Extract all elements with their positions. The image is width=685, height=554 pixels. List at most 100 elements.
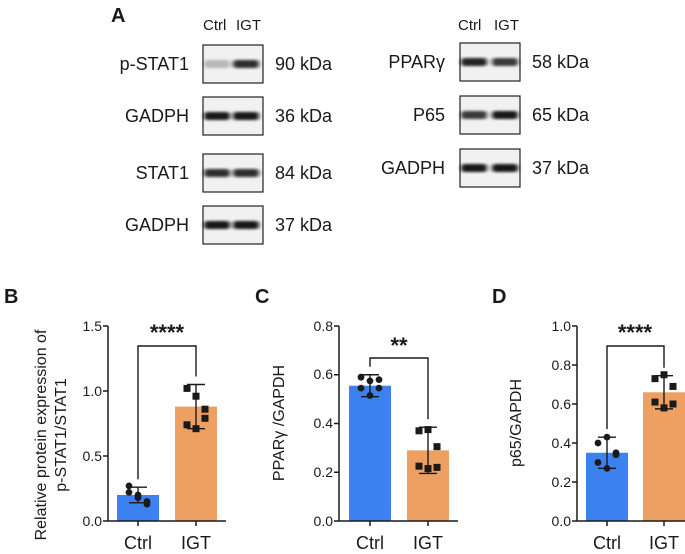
right-lane-label-igt: IGT	[494, 17, 519, 34]
right-blot-band	[492, 111, 518, 119]
left-blot-row: p-STAT1 90 kDa	[120, 44, 333, 84]
right-blot-size-label: 37 kDa	[532, 158, 590, 178]
panel-d-label: D	[492, 286, 506, 308]
left-lane-label-ctrl: Ctrl	[203, 17, 226, 34]
right-blot-band	[461, 111, 487, 119]
chart-d-point-ctrl	[594, 439, 602, 447]
blots-right-column: PPARγ 58 kDa P65 65 kDa GADPH 37 kDa	[381, 42, 590, 188]
chart-b-point-igt	[201, 405, 209, 413]
left-blot-row: GADPH 36 kDa	[125, 96, 333, 136]
right-blot-row: GADPH 37 kDa	[381, 148, 590, 188]
chart-d-ytick-label: 0.0	[552, 513, 572, 529]
chart-c-ytick-label: 0.2	[314, 464, 334, 480]
panel-c-label: C	[255, 286, 269, 308]
panel-a-label: A	[111, 5, 125, 27]
chart-d-bar-igt	[643, 392, 685, 521]
chart-b-significance-bracket	[137, 345, 197, 480]
chart-d-point-ctrl	[603, 464, 611, 472]
left-blot-band	[233, 169, 259, 177]
chart-c-point-ctrl	[357, 373, 365, 381]
right-blot-band	[492, 164, 518, 172]
right-blot-size-label: 65 kDa	[532, 105, 590, 125]
left-blot-size-label: 37 kDa	[275, 215, 333, 235]
chart-c-point-igt	[415, 427, 423, 435]
left-blot-protein-label: GADPH	[125, 106, 189, 126]
chart-d-point-igt	[651, 375, 659, 383]
left-blot-band	[204, 60, 230, 68]
left-blot-row: STAT1 84 kDa	[136, 153, 333, 193]
chart-c-ytick-label: 0.6	[314, 366, 334, 382]
chart-b-point-igt	[201, 414, 209, 422]
panel-b-label: B	[4, 286, 18, 308]
chart-b-ytick-label: 1.5	[83, 318, 103, 334]
chart-b-significance: ****	[150, 320, 185, 345]
chart-c-point-igt	[415, 462, 423, 470]
chart-d-xtick-ctrl: Ctrl	[593, 533, 621, 553]
chart-c-bar-ctrl	[349, 385, 391, 521]
chart-d-ytick-label: 0.2	[552, 474, 572, 490]
left-blot-band	[233, 60, 259, 68]
chart-b-xtick-ctrl: Ctrl	[124, 533, 152, 553]
chart-b-ytick-label: 0.5	[83, 448, 103, 464]
chart-b-point-igt	[183, 421, 191, 429]
chart-b-point-ctrl	[125, 489, 133, 496]
left-blot-band	[204, 169, 230, 177]
chart-b-ylabel-line-1: Relative protein expression of	[33, 329, 50, 540]
right-blot-band	[461, 58, 487, 66]
left-blot-protein-label: STAT1	[136, 163, 189, 183]
left-blot-band	[204, 221, 230, 229]
left-blot-row: GADPH 37 kDa	[125, 205, 333, 245]
left-blot-protein-label: p-STAT1	[120, 54, 189, 74]
chart-c-point-igt	[433, 443, 441, 451]
chart-b-point-igt	[192, 392, 200, 400]
chart-c-significance: **	[390, 333, 408, 358]
right-lane-label-ctrl: Ctrl	[458, 17, 481, 34]
chart-c-point-ctrl	[375, 384, 383, 392]
chart-c-point-igt	[424, 426, 432, 434]
left-blot-band	[233, 221, 259, 229]
chart-c-point-ctrl	[375, 376, 383, 384]
panel-a-western-blots: A Ctrl IGT Ctrl IGT p-STAT1 90 kDa GADPH 36…	[111, 5, 590, 245]
chart-c-point-igt	[424, 465, 432, 473]
right-blot-row: P65 65 kDa	[413, 95, 590, 135]
chart-c-significance-bracket	[369, 357, 429, 420]
chart-b-pstat1: Relative protein expression of p-STAT1/S…	[33, 318, 226, 553]
chart-d-ylabel: p65/GAPDH	[508, 379, 525, 467]
chart-c-xtick-igt: IGT	[413, 533, 443, 553]
chart-c-point-ctrl	[366, 392, 374, 399]
chart-d-point-igt	[660, 371, 668, 379]
chart-b-point-ctrl	[125, 482, 133, 490]
chart-b-ylabel-line-2: p-STAT1/STAT1	[53, 378, 70, 492]
chart-c-pparg: PPARγ /GAPDH 0.8 0.6 0.4 0.2 0.0 Ctrl IG…	[271, 318, 458, 553]
chart-d-significance: ****	[618, 320, 653, 345]
chart-d-ytick-label: 0.6	[552, 396, 572, 412]
chart-d-point-ctrl	[603, 433, 611, 441]
left-blot-size-label: 84 kDa	[275, 163, 333, 183]
chart-d-point-igt	[669, 400, 677, 408]
chart-d-point-ctrl	[594, 459, 602, 466]
left-blot-size-label: 90 kDa	[275, 54, 333, 74]
chart-d-significance-bracket	[606, 345, 665, 430]
chart-d-point-igt	[669, 382, 677, 390]
right-blot-size-label: 58 kDa	[532, 52, 590, 72]
chart-d-ytick-label: 0.8	[552, 357, 572, 373]
chart-c-ytick-label: 0.4	[314, 415, 334, 431]
chart-b-point-igt	[183, 384, 191, 392]
right-blot-protein-label: P65	[413, 105, 445, 125]
right-blot-band	[492, 58, 518, 66]
chart-d-p65: p65/GAPDH 1.0 0.8 0.6 0.4 0.2 0.0 Ctrl I…	[508, 318, 685, 553]
chart-b-point-ctrl	[134, 494, 142, 501]
chart-c-point-ctrl	[357, 384, 365, 392]
chart-b-ytick-label: 0.0	[83, 513, 103, 529]
left-blot-band	[204, 112, 230, 120]
chart-b-point-ctrl	[143, 500, 151, 508]
right-blot-protein-label: PPARγ	[388, 52, 445, 72]
left-lane-label-igt: IGT	[236, 17, 261, 34]
chart-d-ytick-label: 1.0	[552, 318, 572, 334]
chart-d-xtick-igt: IGT	[649, 533, 679, 553]
chart-c-xtick-ctrl: Ctrl	[356, 533, 384, 553]
chart-c-point-igt	[433, 463, 441, 471]
blots-left-column: p-STAT1 90 kDa GADPH 36 kDa STAT1 84 kDa GADPH…	[120, 44, 333, 245]
left-blot-size-label: 36 kDa	[275, 106, 333, 126]
